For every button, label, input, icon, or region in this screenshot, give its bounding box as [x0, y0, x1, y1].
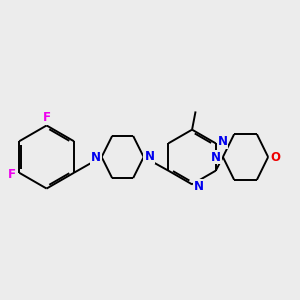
Text: N: N — [91, 151, 101, 164]
Text: N: N — [194, 180, 204, 193]
Text: F: F — [43, 111, 51, 124]
Text: N: N — [211, 151, 221, 164]
Text: N: N — [218, 135, 227, 148]
Text: O: O — [270, 151, 280, 164]
Text: N: N — [144, 150, 154, 163]
Text: F: F — [8, 168, 16, 181]
